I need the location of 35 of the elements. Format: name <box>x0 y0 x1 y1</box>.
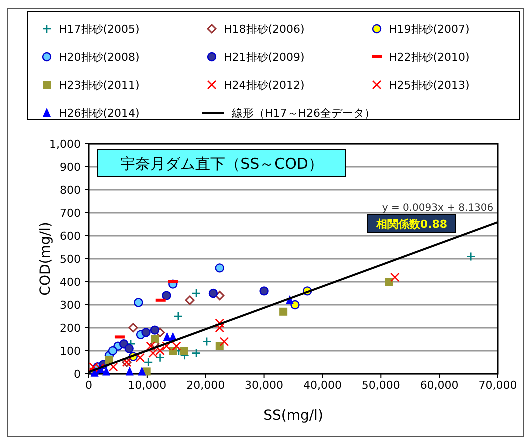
x-axis-title: SS(mg/l) <box>264 408 324 424</box>
y-tick-label: 300 <box>60 299 81 312</box>
y-tick-label: 100 <box>60 345 81 358</box>
legend-label: H21排砂(2009) <box>224 51 305 64</box>
y-tick-label: 200 <box>60 322 81 335</box>
y-tick-label: 600 <box>60 230 81 243</box>
annotation: y = 0.0093x + 8.1306 <box>382 203 494 214</box>
x-tick-label: 0 <box>86 379 92 392</box>
y-tick-label: 800 <box>60 184 81 197</box>
legend-label: H19排砂(2007) <box>389 23 470 36</box>
legend-label: H25排砂(2013) <box>389 79 470 92</box>
x-tick-label: 40,000 <box>303 379 342 392</box>
x-tick-label: 20,000 <box>186 379 226 392</box>
legend-label: H26排砂(2014) <box>59 107 140 120</box>
y-axis-title: COD(mg/l) <box>38 222 54 296</box>
annotation: 相関係数0.88 <box>375 218 448 231</box>
x-tick-label: 70,000 <box>478 379 518 392</box>
y-tick-label: 0 <box>74 368 81 381</box>
x-tick-label: 60,000 <box>420 379 459 392</box>
legend-label: H18排砂(2006) <box>224 23 305 36</box>
y-tick-label: 700 <box>60 207 81 220</box>
legend-label: 線形（H17～H26全データ） <box>231 107 376 120</box>
legend-label: H23排砂(2011) <box>59 79 140 92</box>
y-tick-label: 900 <box>60 161 81 174</box>
y-tick-label: 500 <box>60 253 81 266</box>
legend-label: H24排砂(2012) <box>224 79 305 92</box>
legend-label: H22排砂(2010) <box>389 51 470 64</box>
y-tick-label: 1,000 <box>50 138 81 151</box>
x-tick-label: 50,000 <box>362 379 400 392</box>
legend-label: H17排砂(2005) <box>59 23 140 36</box>
x-tick-label: 10,000 <box>128 379 167 392</box>
y-tick-label: 400 <box>60 276 81 289</box>
legend-label: H20排砂(2008) <box>59 51 140 64</box>
x-tick-label: 30,000 <box>245 379 284 392</box>
text: 宇奈月ダム直下（SS～COD） <box>120 155 324 173</box>
